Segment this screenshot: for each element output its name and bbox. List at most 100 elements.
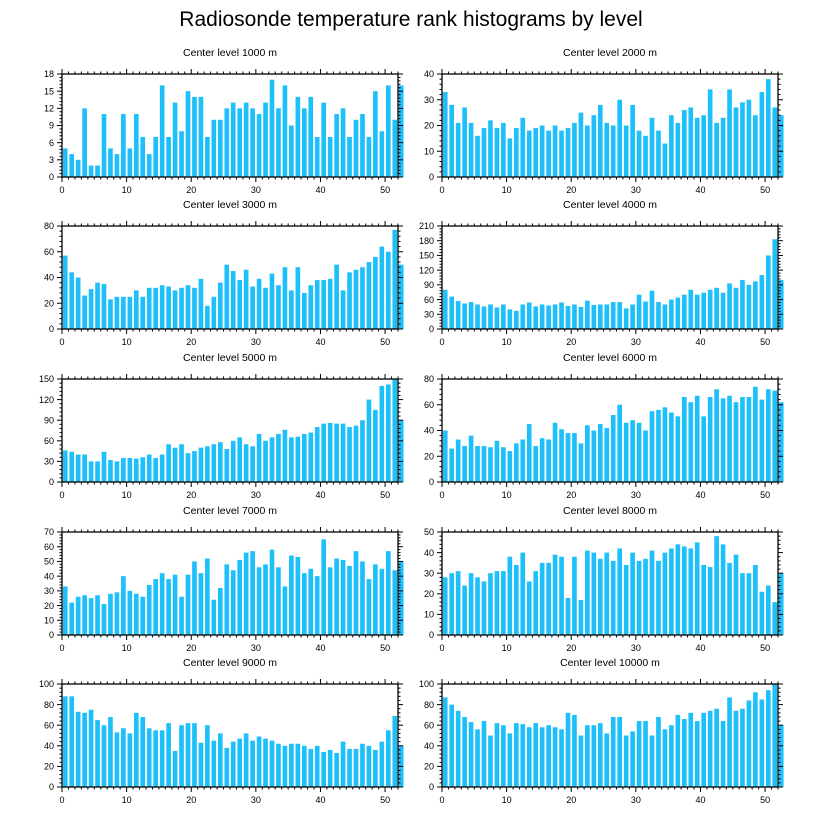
- bar: [314, 427, 320, 482]
- bar: [669, 115, 674, 177]
- bar: [217, 119, 223, 177]
- x-tick-label: 30: [251, 337, 261, 347]
- bar: [468, 302, 474, 329]
- bar: [449, 704, 455, 787]
- bar: [385, 730, 391, 787]
- bar: [69, 696, 75, 787]
- bar: [694, 294, 700, 329]
- bar: [539, 727, 545, 787]
- bar: [301, 745, 307, 787]
- bar: [759, 92, 765, 177]
- bar: [688, 289, 694, 329]
- bar: [224, 564, 230, 635]
- y-tick-label: 20: [44, 298, 54, 308]
- bar: [481, 445, 487, 482]
- panel-8: Center level 8000 m 0 10 20 30 40 50 0 10 20 30 40 5…: [424, 505, 784, 653]
- bar: [501, 571, 506, 635]
- bar: [217, 282, 223, 329]
- bar: [217, 442, 223, 482]
- bar: [720, 398, 726, 482]
- bar: [455, 122, 461, 177]
- bar: [681, 110, 687, 177]
- bar: [398, 264, 404, 330]
- panel-title: Center level 1000 m: [183, 47, 277, 59]
- bar: [572, 304, 577, 329]
- bar: [720, 117, 726, 177]
- bar: [778, 402, 784, 482]
- bar: [256, 114, 262, 177]
- bar: [62, 586, 68, 635]
- bar: [643, 135, 648, 177]
- bar: [282, 745, 288, 787]
- bar: [539, 438, 545, 482]
- bar: [630, 304, 635, 329]
- bar: [340, 108, 346, 177]
- x-tick-label: 10: [502, 185, 512, 195]
- bar: [656, 409, 661, 482]
- bar: [475, 445, 480, 482]
- x-tick-label: 10: [502, 490, 512, 500]
- bar: [146, 454, 152, 482]
- x-tick-label: 0: [439, 643, 444, 653]
- bar: [772, 107, 778, 177]
- panel-5: Center level 5000 m 0 10 20 30 40 50 0 30 60 90 120…: [39, 352, 404, 500]
- y-tick-label: 20: [424, 589, 434, 599]
- bar: [520, 724, 526, 787]
- bar: [714, 536, 719, 635]
- bar: [746, 397, 752, 482]
- bar: [740, 279, 745, 329]
- bar: [675, 714, 681, 787]
- bar: [740, 102, 745, 177]
- bar: [108, 716, 113, 787]
- bar: [366, 262, 372, 329]
- bar: [276, 743, 281, 787]
- bar: [707, 289, 713, 329]
- bar: [295, 436, 301, 482]
- bar: [114, 732, 120, 787]
- bar: [360, 561, 365, 635]
- bar: [662, 407, 668, 482]
- bar: [250, 286, 255, 329]
- x-tick-label: 50: [760, 795, 770, 805]
- bar: [237, 108, 243, 177]
- bar: [455, 571, 461, 635]
- bar: [488, 304, 493, 329]
- panel-title: Center level 4000 m: [563, 199, 657, 211]
- bar: [449, 104, 455, 177]
- bar: [507, 733, 513, 787]
- y-tick-label: 100: [39, 679, 54, 689]
- bar: [494, 128, 500, 177]
- bar: [455, 439, 461, 482]
- bar: [610, 302, 616, 329]
- y-tick-label: 80: [44, 221, 54, 231]
- bar: [392, 229, 398, 329]
- bar: [617, 99, 623, 177]
- panel-title: Center level 10000 m: [560, 657, 660, 669]
- bar: [146, 154, 152, 177]
- bar: [481, 721, 487, 787]
- bar: [379, 131, 385, 177]
- bar: [753, 692, 758, 787]
- bar: [604, 304, 610, 329]
- bar: [347, 565, 352, 635]
- panel-title: Center level 2000 m: [563, 47, 657, 59]
- bar: [533, 571, 539, 635]
- bar: [269, 437, 275, 482]
- bar: [82, 595, 87, 635]
- bar: [507, 309, 513, 329]
- bar: [166, 286, 171, 329]
- bar: [314, 576, 320, 635]
- bar: [95, 461, 100, 482]
- y-tick-label: 30: [424, 309, 434, 319]
- bar: [481, 128, 487, 177]
- bar: [392, 379, 398, 482]
- bar: [321, 102, 327, 177]
- bar: [185, 285, 191, 329]
- bar: [140, 296, 146, 329]
- bar: [520, 439, 526, 482]
- bar: [649, 411, 655, 482]
- bar: [765, 690, 771, 787]
- bar: [753, 564, 758, 635]
- y-tick-label: 0: [429, 477, 434, 487]
- y-tick-label: 60: [424, 400, 434, 410]
